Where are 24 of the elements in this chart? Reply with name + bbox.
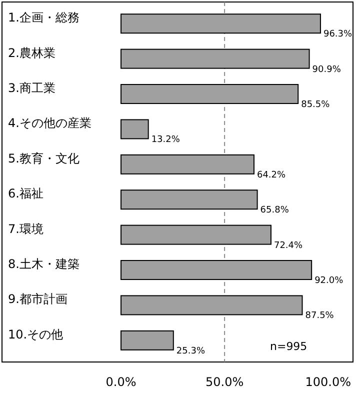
- value-label: 72.4%: [274, 240, 303, 251]
- category-label: 9.都市計画: [8, 292, 68, 306]
- category-label: 1.企画・総務: [8, 10, 80, 25]
- category-label: 2.農林業: [8, 46, 56, 60]
- category-label: 6.福祉: [8, 186, 44, 201]
- value-label: 96.3%: [323, 30, 352, 40]
- value-label: 87.5%: [305, 311, 334, 322]
- value-label: 90.9%: [312, 64, 341, 75]
- value-label: 65.8%: [260, 206, 289, 216]
- category-label: 7.環境: [8, 222, 44, 236]
- category-label: 3.商工業: [8, 81, 56, 95]
- value-label: 13.2%: [151, 135, 180, 146]
- x-tick-label: 0.0%: [106, 375, 136, 389]
- value-label: 64.2%: [256, 170, 286, 180]
- category-label: 8.土木・建築: [8, 257, 80, 271]
- category-label: 10.その他: [8, 327, 64, 342]
- x-tick-label: 100.0%: [305, 375, 352, 389]
- category-label: 4.その他の産業: [8, 116, 92, 130]
- value-label: 25.3%: [176, 346, 205, 356]
- category-label: 5.教育・文化: [8, 151, 80, 166]
- annotation: n=995: [270, 340, 308, 353]
- x-tick-label: 50.0%: [206, 375, 244, 389]
- value-label: 85.5%: [301, 100, 330, 110]
- value-label: 92.0%: [314, 276, 344, 286]
